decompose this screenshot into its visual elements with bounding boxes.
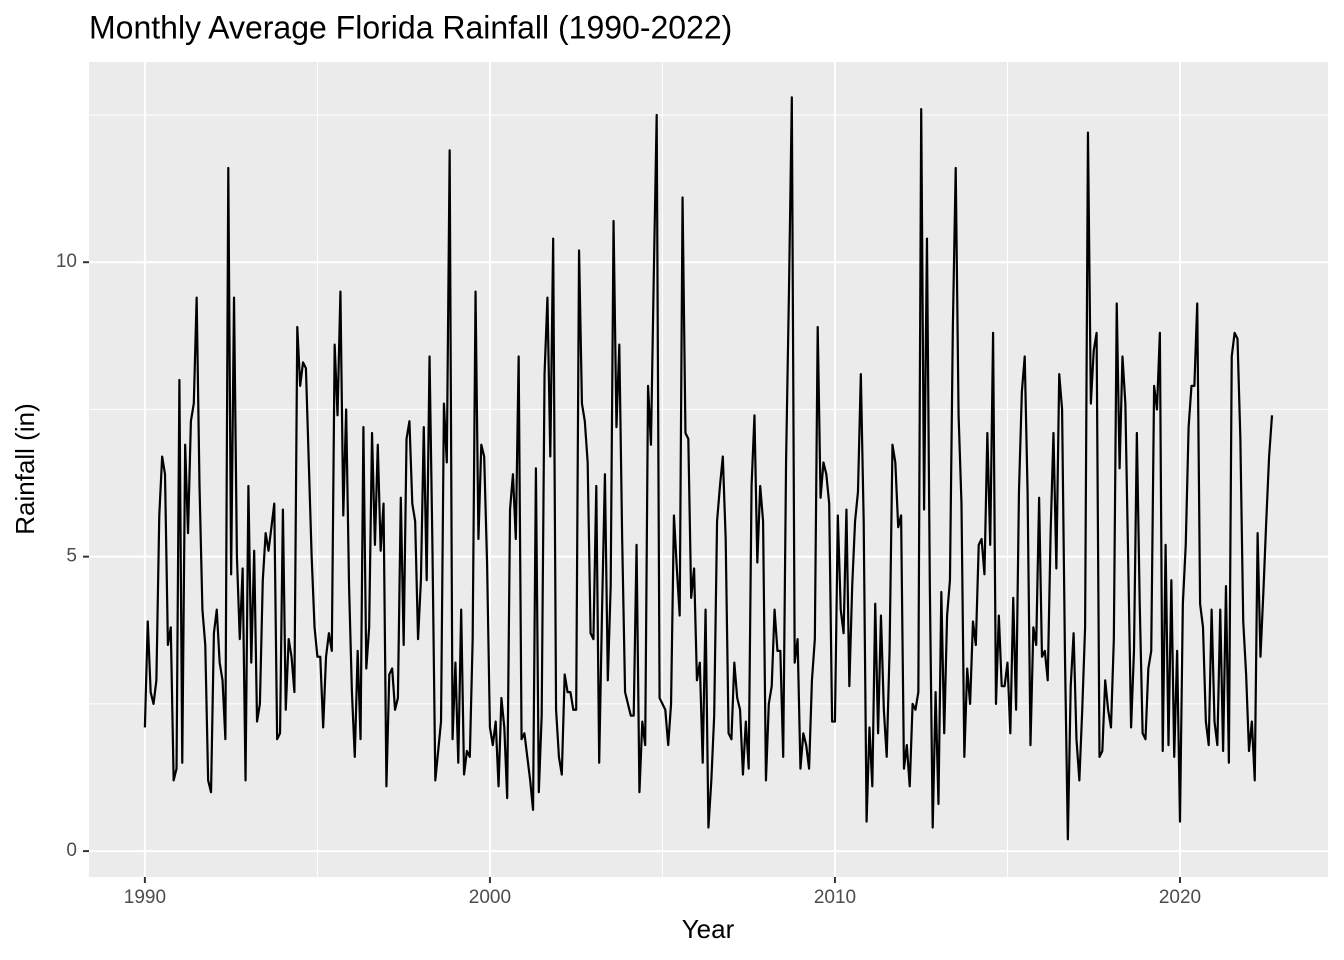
y-tick-label: 0 <box>66 840 77 861</box>
chart-title: Monthly Average Florida Rainfall (1990-2… <box>89 9 732 45</box>
data-line <box>143 96 1274 841</box>
x-tick-label: 2010 <box>814 887 856 908</box>
x-tick-label: 2000 <box>469 887 511 908</box>
plot <box>143 96 1274 841</box>
y-axis-title: Rainfall (in) <box>10 403 40 535</box>
x-axis-title: Year <box>682 914 735 944</box>
y-tick-label: 10 <box>56 251 77 272</box>
y-tick-label: 5 <box>66 546 77 567</box>
x-tick-label: 1990 <box>124 887 166 908</box>
x-tick-label: 2020 <box>1159 887 1201 908</box>
